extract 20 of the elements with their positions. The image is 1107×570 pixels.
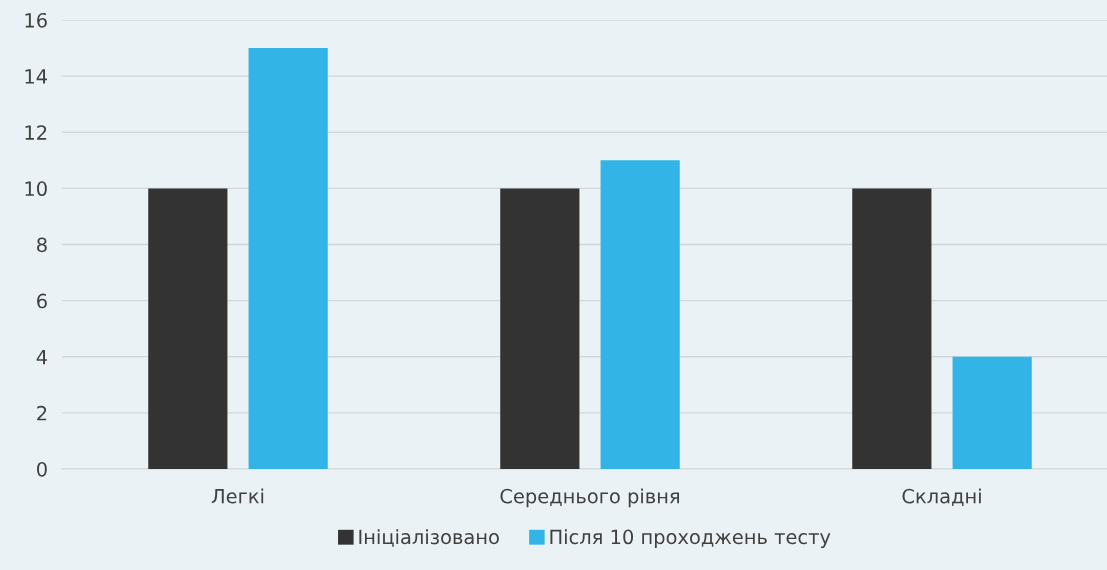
x-tick-label: Складні — [902, 488, 981, 506]
y-tick-label: 4 — [36, 349, 48, 365]
y-tick-label: 0 — [37, 461, 47, 477]
bar — [148, 188, 228, 469]
y-tick-label: 8 — [37, 237, 47, 253]
y-tick-label: 14 — [25, 69, 48, 84]
bar — [600, 160, 680, 469]
legend-label: Після 10 проходжень тесту — [550, 529, 831, 549]
y-tick-label: 16 — [25, 12, 47, 28]
bar — [852, 188, 932, 469]
bar — [500, 188, 580, 469]
legend-label: Ініціалізовано — [359, 529, 499, 547]
y-tick-label: 12 — [25, 125, 47, 140]
y-tick-label: 2 — [37, 405, 47, 421]
bar — [952, 356, 1032, 469]
y-tick-label: 6 — [37, 293, 47, 309]
x-tick-label: Середнього рівня — [500, 488, 679, 508]
x-tick-label: Легкі — [211, 488, 264, 504]
bar — [248, 48, 328, 469]
y-tick-label: 10 — [25, 181, 47, 197]
